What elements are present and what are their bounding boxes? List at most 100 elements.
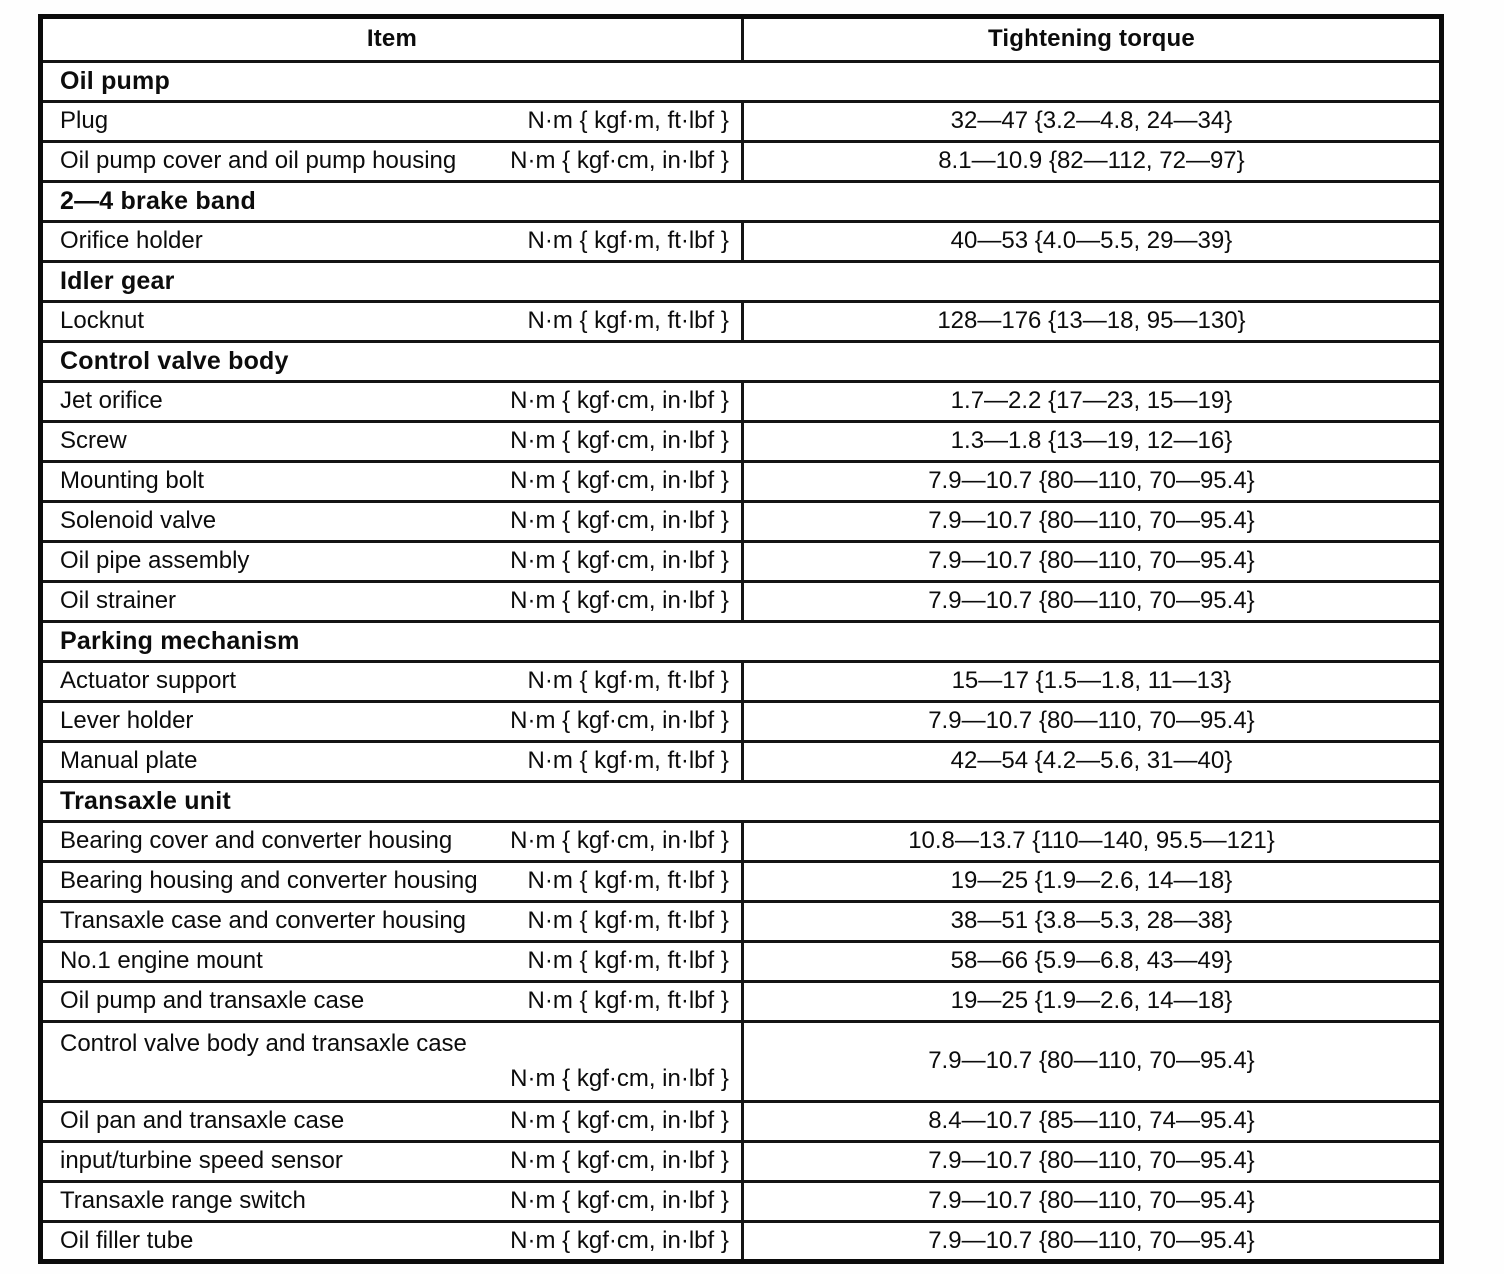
item-cell: Oil pump and transaxle case N·m { kgf·m, … xyxy=(39,980,744,1023)
item-cell: Bearing housing and converter housing N·m… xyxy=(39,860,744,903)
unit-label: N·m { kgf·cm, in·lbf } xyxy=(510,507,729,535)
table-row: Control valve body and transaxle case N·m… xyxy=(39,1020,1444,1103)
spec-table-header: Item Tightening torque xyxy=(39,15,1444,63)
table-row: Oil pipe assembly N·m { kgf·cm, in·lbf } 7… xyxy=(39,540,1444,583)
item-cell-content: Locknut N·m { kgf·m, ft·lbf } xyxy=(43,305,739,339)
item-cell-content: Jet orifice N·m { kgf·cm, in·lbf } xyxy=(43,385,739,419)
item-cell: Oil strainer N·m { kgf·cm, in·lbf } xyxy=(39,580,744,623)
table-row: Solenoid valve N·m { kgf·cm, in·lbf } 7.9—… xyxy=(39,500,1444,543)
item-name: Manual plate xyxy=(60,747,198,775)
item-cell: Oil pipe assembly N·m { kgf·cm, in·lbf } xyxy=(39,540,744,583)
item-name: input/turbine speed sensor xyxy=(60,1147,343,1175)
torque-value: 15—17 {1.5—1.8, 11—13} xyxy=(740,660,1444,703)
item-name: Oil pump and transaxle case xyxy=(60,987,365,1015)
item-cell-content: Oil filler tube N·m { kgf·cm, in·lbf } xyxy=(43,1225,739,1259)
table-row: Oil filler tube N·m { kgf·cm, in·lbf } 7.9… xyxy=(39,1220,1444,1263)
item-cell-content: Orifice holder N·m { kgf·m, ft·lbf } xyxy=(43,225,739,259)
torque-value: 7.9—10.7 {80—110, 70—95.4} xyxy=(740,460,1444,503)
torque-value: 19—25 {1.9—2.6, 14—18} xyxy=(740,860,1444,903)
item-cell: Transaxle case and converter housing N·m … xyxy=(39,900,744,943)
unit-label: N·m { kgf·cm, in·lbf } xyxy=(510,707,729,735)
item-cell: No.1 engine mount N·m { kgf·m, ft·lbf } xyxy=(39,940,744,983)
item-name: Mounting bolt xyxy=(60,467,205,495)
table-row: Locknut N·m { kgf·m, ft·lbf } 128—176 {13—… xyxy=(39,300,1444,343)
torque-value: 128—176 {13—18, 95—130} xyxy=(740,300,1444,343)
item-cell-content: Control valve body and transaxle case N·m… xyxy=(43,1025,739,1099)
item-name: Transaxle range switch xyxy=(60,1187,306,1215)
unit-label: N·m { kgf·cm, in·lbf } xyxy=(510,827,729,855)
column-header-tightening-torque: Tightening torque xyxy=(740,15,1444,63)
section-header-row: Parking mechanism xyxy=(39,620,1443,663)
item-cell: Mounting bolt N·m { kgf·cm, in·lbf } xyxy=(39,460,744,503)
torque-value: 7.9—10.7 {80—110, 70—95.4} xyxy=(740,700,1444,743)
item-cell: Solenoid valve N·m { kgf·cm, in·lbf } xyxy=(39,500,744,543)
table-row: Actuator support N·m { kgf·m, ft·lbf } 15—… xyxy=(39,660,1444,703)
unit-label: N·m { kgf·cm, in·lbf } xyxy=(510,147,729,175)
item-cell: Actuator support N·m { kgf·m, ft·lbf } xyxy=(39,660,744,703)
item-cell-content: Oil pump and transaxle case N·m { kgf·m, … xyxy=(43,985,739,1019)
unit-label: N·m { kgf·cm, in·lbf } xyxy=(510,1107,729,1135)
item-cell-content: Oil pump cover and oil pump housing N·m {… xyxy=(43,145,739,179)
table-row: Transaxle case and converter housing N·m … xyxy=(39,900,1444,943)
item-cell-content: Screw N·m { kgf·cm, in·lbf } xyxy=(43,425,739,459)
torque-value: 19—25 {1.9—2.6, 14—18} xyxy=(740,980,1444,1023)
item-name: Screw xyxy=(60,427,127,455)
torque-value: 38—51 {3.8—5.3, 28—38} xyxy=(740,900,1444,943)
item-cell-content: Bearing cover and converter housing N·m {… xyxy=(43,825,739,859)
torque-value: 7.9—10.7 {80—110, 70—95.4} xyxy=(740,1140,1444,1183)
torque-value: 7.9—10.7 {80—110, 70—95.4} xyxy=(740,1020,1444,1103)
torque-value: 7.9—10.7 {80—110, 70—95.4} xyxy=(740,1220,1444,1263)
item-cell: Plug N·m { kgf·m, ft·lbf } xyxy=(39,100,744,143)
table-row: Manual plate N·m { kgf·m, ft·lbf } 42—54 {… xyxy=(39,740,1444,783)
torque-value: 58—66 {5.9—6.8, 43—49} xyxy=(740,940,1444,983)
unit-label: N·m { kgf·m, ft·lbf } xyxy=(527,307,729,335)
item-name: Orifice holder xyxy=(60,227,203,255)
table-row: Jet orifice N·m { kgf·cm, in·lbf } 1.7—2.2… xyxy=(39,380,1444,423)
unit-label: N·m { kgf·cm, in·lbf } xyxy=(510,1147,729,1175)
unit-label: N·m { kgf·cm, in·lbf } xyxy=(510,467,729,495)
item-name: Lever holder xyxy=(60,707,194,735)
item-name: Oil strainer xyxy=(60,587,177,615)
torque-value: 8.1—10.9 {82—112, 72—97} xyxy=(740,140,1444,183)
item-cell-content: Bearing housing and converter housing N·m… xyxy=(43,865,739,899)
item-name: Oil filler tube xyxy=(60,1226,194,1254)
section-header-row: Transaxle unit xyxy=(39,780,1443,823)
item-cell: Oil pan and transaxle case N·m { kgf·cm, … xyxy=(39,1100,744,1143)
table-row: Oil pan and transaxle case N·m { kgf·cm, … xyxy=(39,1100,1444,1143)
torque-value: 40—53 {4.0—5.5, 29—39} xyxy=(740,220,1444,263)
item-name: Jet orifice xyxy=(60,387,163,415)
unit-label: N·m { kgf·cm, in·lbf } xyxy=(510,1187,729,1215)
item-cell-content: Oil pan and transaxle case N·m { kgf·cm, … xyxy=(43,1105,739,1139)
item-name: Bearing cover and converter housing xyxy=(60,827,453,855)
torque-value: 10.8—13.7 {110—140, 95.5—121} xyxy=(740,820,1444,863)
section-title: Oil pump xyxy=(39,60,1443,103)
unit-label: N·m { kgf·cm, in·lbf } xyxy=(510,547,729,575)
section-header-row: Oil pump xyxy=(39,60,1443,103)
item-cell: Control valve body and transaxle case N·m… xyxy=(39,1020,744,1103)
unit-label: N·m { kgf·cm, in·lbf } xyxy=(510,1226,729,1254)
torque-value: 7.9—10.7 {80—110, 70—95.4} xyxy=(740,1180,1444,1223)
item-cell: Lever holder N·m { kgf·cm, in·lbf } xyxy=(39,700,744,743)
item-cell: input/turbine speed sensor N·m { kgf·cm, … xyxy=(39,1140,744,1183)
torque-value: 1.7—2.2 {17—23, 15—19} xyxy=(740,380,1444,423)
table-row: Lever holder N·m { kgf·cm, in·lbf } 7.9—10… xyxy=(39,700,1444,743)
unit-label: N·m { kgf·cm, in·lbf } xyxy=(510,587,729,615)
item-name: Solenoid valve xyxy=(60,507,217,535)
item-cell-content: Actuator support N·m { kgf·m, ft·lbf } xyxy=(43,665,739,699)
item-name: Locknut xyxy=(60,307,145,335)
item-name: Actuator support xyxy=(60,667,237,695)
item-cell-content: Lever holder N·m { kgf·cm, in·lbf } xyxy=(43,705,739,739)
torque-value: 8.4—10.7 {85—110, 74—95.4} xyxy=(740,1100,1444,1143)
torque-value: 7.9—10.7 {80—110, 70—95.4} xyxy=(740,500,1444,543)
item-cell: Oil filler tube N·m { kgf·cm, in·lbf } xyxy=(39,1220,744,1263)
section-title: Idler gear xyxy=(39,260,1443,303)
torque-value: 7.9—10.7 {80—110, 70—95.4} xyxy=(740,540,1444,583)
item-cell: Screw N·m { kgf·cm, in·lbf } xyxy=(39,420,744,463)
item-cell-content: Oil strainer N·m { kgf·cm, in·lbf } xyxy=(43,585,739,619)
item-cell: Transaxle range switch N·m { kgf·cm, in·l… xyxy=(39,1180,744,1223)
unit-label: N·m { kgf·cm, in·lbf } xyxy=(510,387,729,415)
torque-value: 42—54 {4.2—5.6, 31—40} xyxy=(740,740,1444,783)
unit-label: N·m { kgf·m, ft·lbf } xyxy=(527,987,729,1015)
item-name: Bearing housing and converter housing xyxy=(60,867,478,895)
